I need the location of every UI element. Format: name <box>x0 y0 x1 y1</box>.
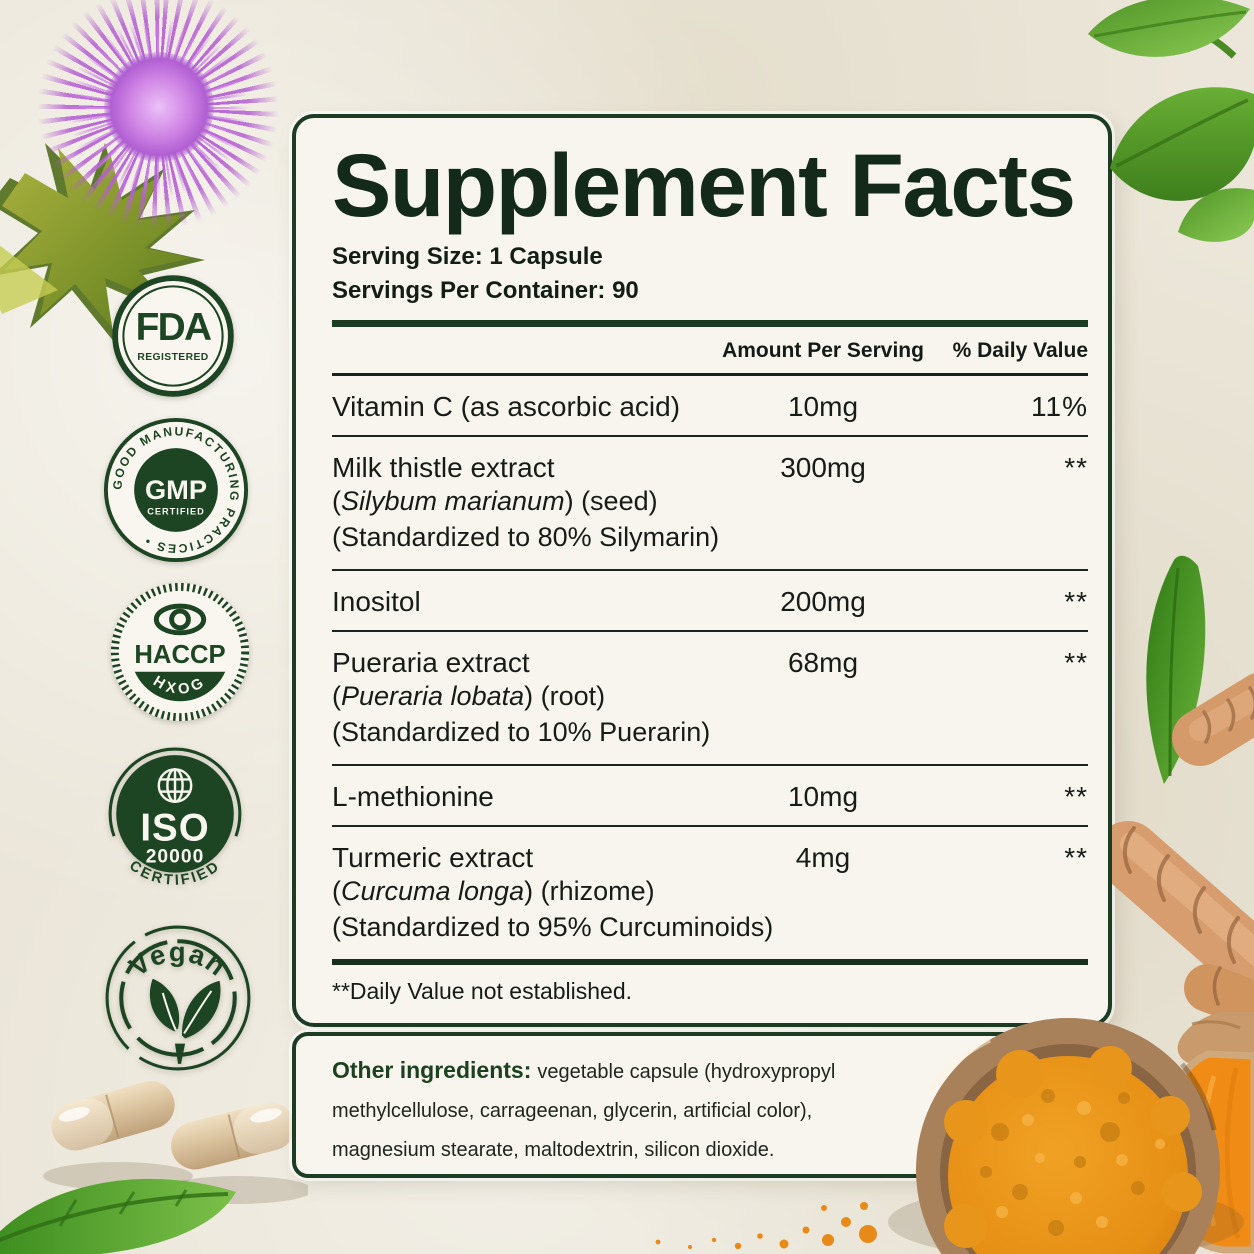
ingredient-name: Vitamin C (as ascorbic acid) <box>332 391 681 422</box>
iso-number-text: 20000 <box>146 847 205 868</box>
ingredient-amount: 300mg <box>780 452 866 483</box>
ingredient-row-main: Pueraria extract 68mg ** <box>332 632 1088 678</box>
divider-thick-top <box>332 320 1088 327</box>
ingredient-daily-value: ** <box>1064 647 1088 678</box>
fda-text: FDA <box>136 306 212 349</box>
bottom-leaf-image <box>0 1178 236 1254</box>
ingredient-amount: 10mg <box>787 391 859 422</box>
header-daily-value: % Daily Value <box>952 339 1088 362</box>
ingredient-subline: (Curcuma longa) (rhizome) <box>332 876 655 906</box>
ingredient-amount: 68mg <box>787 647 859 678</box>
capsules-image <box>43 1080 308 1204</box>
panel-title: Supplement Facts <box>332 135 1076 235</box>
iso-20000-badge: ISO 20000 CERTIFIED <box>108 747 242 889</box>
ingredient-name: Pueraria extract <box>332 647 530 678</box>
row-padding <box>332 945 1088 959</box>
ingredient-row-main: L-methionine 10mg ** <box>332 766 1088 812</box>
ingredient-row-main: Inositol 200mg ** <box>332 571 1088 617</box>
row-divider <box>332 569 1088 571</box>
servings-per-container: Servings Per Container: 90 <box>332 277 639 304</box>
table-header: Amount Per Serving % Daily Value <box>332 327 1088 373</box>
ingredient-row: Turmeric extract 4mg ** (Curcuma longa) (rh… <box>332 827 1088 959</box>
ingredient-row: Milk thistle extract 300mg ** (Silybum mari… <box>332 437 1088 569</box>
leaves-icon <box>149 978 221 1064</box>
svg-text:Vegan: Vegan <box>123 936 233 982</box>
ingredient-row: Inositol 200mg ** <box>332 571 1088 630</box>
row-divider <box>332 630 1088 632</box>
gmp-certified-badge: GOOD MANUFACTURING PRACTICES • GMP CERTI… <box>103 417 249 563</box>
ingredient-row-main: Milk thistle extract 300mg ** <box>332 437 1088 483</box>
row-divider <box>332 764 1088 766</box>
ingredient-row-main: Vitamin C (as ascorbic acid) 10mg 11% <box>332 376 1088 422</box>
ingredient-daily-value: 11% <box>1031 391 1088 422</box>
row-padding <box>332 750 1088 764</box>
ingredient-daily-value: ** <box>1064 842 1088 873</box>
other-ingredients-list: vegetable capsule (hydroxypropyl methylc… <box>332 1061 836 1161</box>
ingredient-row: Vitamin C (as ascorbic acid) 10mg 11% <box>332 376 1088 435</box>
ingredient-daily-value: ** <box>1064 781 1088 812</box>
header-amount-per-serving: Amount Per Serving <box>722 339 924 362</box>
other-ingredients-text: Other ingredients: vegetable capsule (hyd… <box>332 1051 892 1170</box>
fda-registered-badge: FDA REGISTERED <box>112 275 234 397</box>
powder-specks-image <box>655 1202 877 1250</box>
row-padding <box>332 555 1088 569</box>
ingredient-name: Inositol <box>332 586 421 617</box>
vegan-arc-text: Vegan <box>123 936 231 982</box>
ingredient-name: Milk thistle extract <box>332 452 555 483</box>
divider-thick-bottom <box>332 959 1088 965</box>
serving-size: Serving Size: 1 Capsule <box>332 243 603 270</box>
turmeric-roots-image <box>1112 555 1254 1022</box>
haccp-badge: HACCP HXOG <box>110 582 250 722</box>
ingredient-daily-value: ** <box>1064 586 1088 617</box>
vegan-badge: Vegan <box>105 925 251 1071</box>
ingredient-row: Pueraria extract 68mg ** (Pueraria lobata) … <box>332 632 1088 764</box>
ingredient-amount: 10mg <box>787 781 859 812</box>
ingredient-subline: (Standardized to 80% Silymarin) <box>332 522 720 552</box>
ingredient-name: L-methionine <box>332 781 494 812</box>
ingredient-amount: 200mg <box>780 586 866 617</box>
ingredient-subline: (Standardized to 95% Curcuminoids) <box>332 912 774 942</box>
gmp-text: GMP <box>145 474 207 505</box>
row-divider <box>332 825 1088 827</box>
turmeric-slice-image <box>1158 1012 1254 1254</box>
gmp-sub-text: CERTIFIED <box>147 506 205 516</box>
ingredient-name: Turmeric extract <box>332 842 534 873</box>
ingredient-subline: (Silybum marianum) (seed) <box>332 486 658 516</box>
haccp-text: HACCP <box>134 641 225 669</box>
fda-sub-text: REGISTERED <box>137 352 208 363</box>
row-padding <box>332 617 1088 630</box>
iso-text: ISO <box>140 806 209 849</box>
ingredient-subline: (Standardized to 10% Puerarin) <box>332 717 711 747</box>
other-ingredients-panel: Other ingredients: vegetable capsule (hyd… <box>292 1032 1112 1178</box>
other-ingredients-label: Other ingredients: <box>332 1057 532 1083</box>
ingredient-subline: (Pueraria lobata) (root) <box>332 681 606 711</box>
ingredient-amount: 4mg <box>795 842 851 873</box>
ingredient-rows: Vitamin C (as ascorbic acid) 10mg 11% Milk … <box>332 376 1088 959</box>
milk-thistle-flower-core <box>104 52 214 162</box>
supplement-facts-panel: Supplement Facts Serving Size: 1 Capsule… <box>292 114 1112 1027</box>
ingredient-daily-value: ** <box>1064 452 1088 483</box>
row-padding <box>332 422 1088 435</box>
row-divider <box>332 435 1088 437</box>
divider-header <box>332 373 1088 376</box>
milk-thistle-flower-glow <box>20 0 296 246</box>
ingredient-row: L-methionine 10mg ** <box>332 766 1088 825</box>
row-padding <box>332 812 1088 825</box>
ingredient-row-main: Turmeric extract 4mg ** <box>332 827 1088 873</box>
milk-thistle-flower-image <box>18 0 298 248</box>
daily-value-footnote: **Daily Value not established. <box>332 978 633 1004</box>
eye-icon <box>153 603 207 636</box>
globe-icon <box>157 768 193 803</box>
